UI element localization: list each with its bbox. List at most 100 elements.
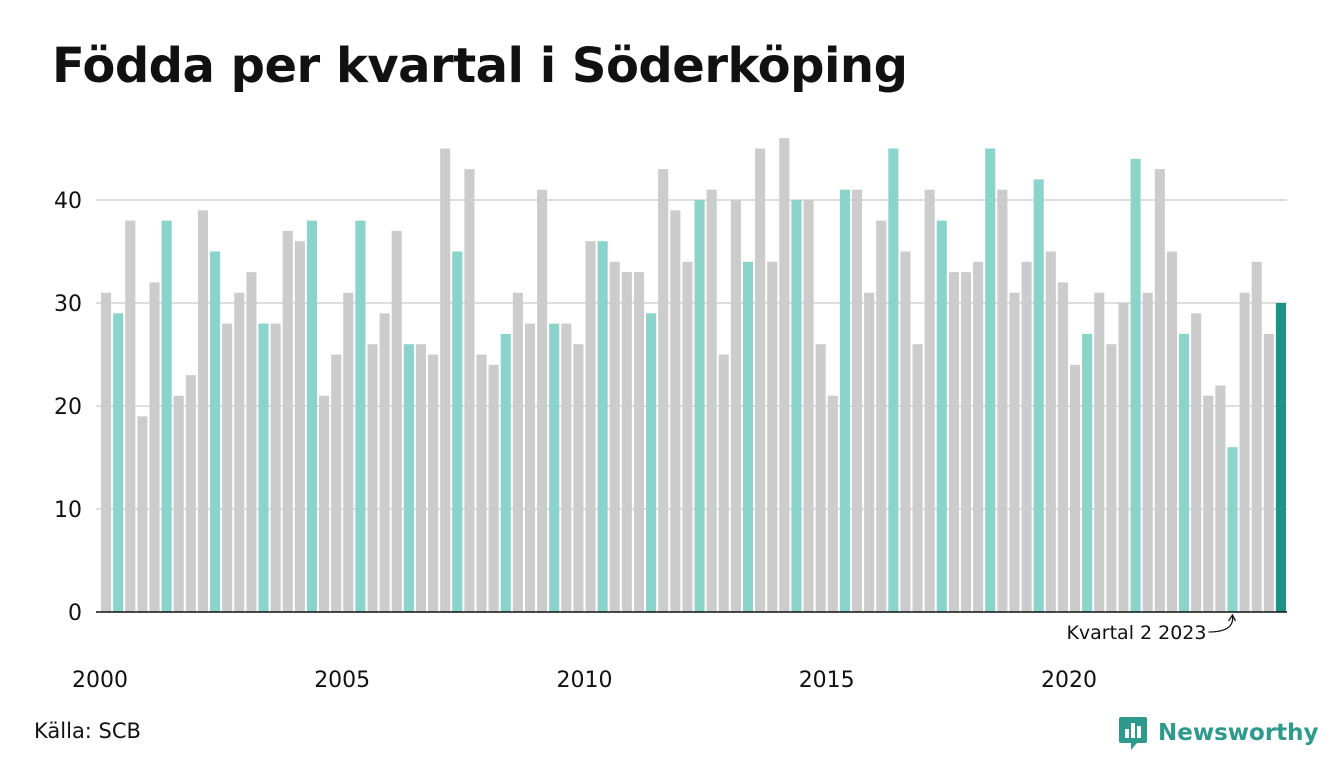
- bar: [428, 354, 439, 612]
- bar: [294, 241, 305, 612]
- bar: [960, 272, 972, 612]
- y-tick-label: 0: [68, 601, 82, 626]
- bar: [246, 272, 257, 612]
- bar: [973, 261, 984, 612]
- bar: [755, 148, 766, 612]
- bar: [319, 395, 330, 612]
- bar: [936, 220, 947, 612]
- bar: [742, 261, 754, 612]
- bar: [997, 189, 1008, 612]
- bar: [343, 292, 354, 612]
- source-note: Källa: SCB: [34, 719, 141, 743]
- bar: [524, 323, 536, 612]
- bar: [1009, 292, 1020, 612]
- bar: [149, 282, 160, 612]
- bar: [585, 241, 596, 612]
- bar: [900, 251, 911, 612]
- brand-name: Newsworthy: [1158, 720, 1319, 746]
- bar: [173, 395, 184, 612]
- bar: [1227, 447, 1238, 612]
- annotation-label: Kvartal 2 2023: [1066, 622, 1206, 644]
- bar: [137, 416, 148, 612]
- bar: [125, 220, 136, 612]
- bar: [815, 344, 826, 612]
- annotation: Kvartal 2 2023: [1066, 613, 1237, 644]
- bar: [1154, 169, 1165, 612]
- bar: [694, 200, 705, 612]
- bar: [706, 189, 717, 612]
- bar: [355, 220, 366, 612]
- y-tick-label: 20: [54, 395, 82, 420]
- x-tick-label: 2005: [314, 668, 370, 693]
- bar: [488, 364, 499, 612]
- bar: [646, 313, 657, 612]
- bar: [791, 200, 802, 612]
- annotation-arrow: [1208, 613, 1237, 633]
- bar: [1166, 251, 1177, 612]
- y-tick-label: 10: [54, 498, 82, 523]
- bar: [282, 230, 293, 612]
- bar: [210, 251, 221, 612]
- bar: [767, 261, 778, 612]
- bar: [1130, 158, 1141, 613]
- bar: [258, 323, 269, 612]
- bar: [864, 292, 875, 612]
- bar: [537, 189, 548, 612]
- bar: [682, 261, 693, 612]
- bar: [1057, 282, 1068, 612]
- x-tick-label: 2020: [1041, 668, 1097, 693]
- bar: [670, 210, 681, 613]
- brand-logo[interactable]: Newsworthy: [1118, 713, 1319, 753]
- bar: [985, 148, 996, 612]
- y-tick-label: 30: [54, 292, 82, 317]
- bar: [1033, 179, 1044, 612]
- bar: [851, 189, 863, 612]
- bar: [779, 138, 790, 612]
- bar: [1239, 292, 1250, 612]
- bar: [440, 148, 451, 612]
- bar: [270, 323, 281, 612]
- bar: [839, 189, 850, 612]
- bar: [476, 354, 487, 612]
- bar: [1203, 395, 1214, 612]
- x-tick-label: 2015: [799, 668, 855, 693]
- bar: [561, 323, 572, 612]
- bar: [597, 241, 608, 612]
- bar: [1142, 292, 1153, 612]
- bar: [1082, 333, 1093, 612]
- bar: [391, 230, 402, 612]
- bar: [1069, 364, 1081, 612]
- bar: [633, 272, 645, 612]
- bar: [621, 272, 632, 612]
- bar: [403, 344, 414, 612]
- bar: [827, 395, 838, 612]
- bar: [1178, 333, 1190, 612]
- bar: [331, 354, 342, 612]
- bar: [1118, 303, 1129, 612]
- bar: [573, 344, 584, 612]
- bar: [1106, 344, 1117, 612]
- y-tick-label: 40: [54, 189, 82, 214]
- bar: [718, 354, 729, 612]
- bar: [234, 292, 245, 612]
- newsworthy-logo-icon: [1119, 717, 1147, 750]
- chart-title: Födda per kvartal i Söderköping: [52, 38, 908, 94]
- bar: [306, 220, 318, 612]
- bar: [367, 344, 378, 612]
- bar: [948, 272, 959, 612]
- bar: [222, 323, 233, 612]
- bars: [101, 138, 1286, 613]
- bar: [658, 169, 669, 612]
- x-tick-label: 2010: [557, 668, 613, 693]
- bar: [512, 292, 523, 612]
- bar: [1275, 303, 1286, 612]
- bar: [549, 323, 560, 612]
- bar: [185, 375, 196, 612]
- bar: [197, 210, 209, 613]
- bar: [924, 189, 935, 612]
- bar: [1191, 313, 1202, 612]
- x-axis-ticks: 2000 2005 2010 2015 2020: [72, 668, 1097, 693]
- bar: [1045, 251, 1056, 612]
- bar: [1251, 261, 1262, 612]
